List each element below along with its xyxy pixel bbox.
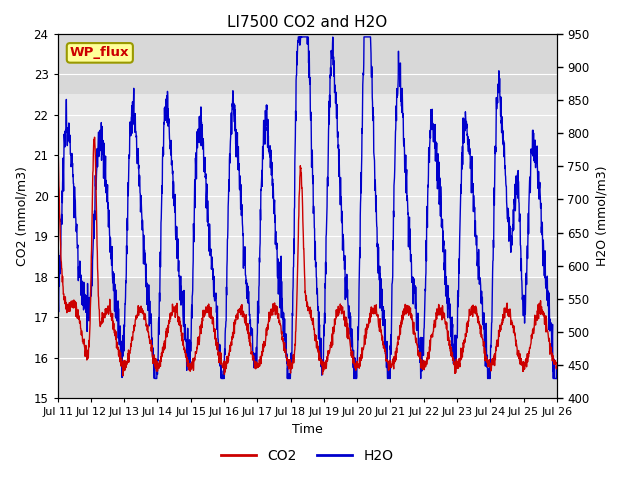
- Y-axis label: H2O (mmol/m3): H2O (mmol/m3): [595, 166, 608, 266]
- Title: LI7500 CO2 and H2O: LI7500 CO2 and H2O: [227, 15, 387, 30]
- Legend: CO2, H2O: CO2, H2O: [216, 443, 399, 468]
- Y-axis label: CO2 (mmol/m3): CO2 (mmol/m3): [15, 166, 28, 266]
- Bar: [58, 95, 557, 277]
- X-axis label: Time: Time: [292, 423, 323, 436]
- Text: WP_flux: WP_flux: [70, 47, 129, 60]
